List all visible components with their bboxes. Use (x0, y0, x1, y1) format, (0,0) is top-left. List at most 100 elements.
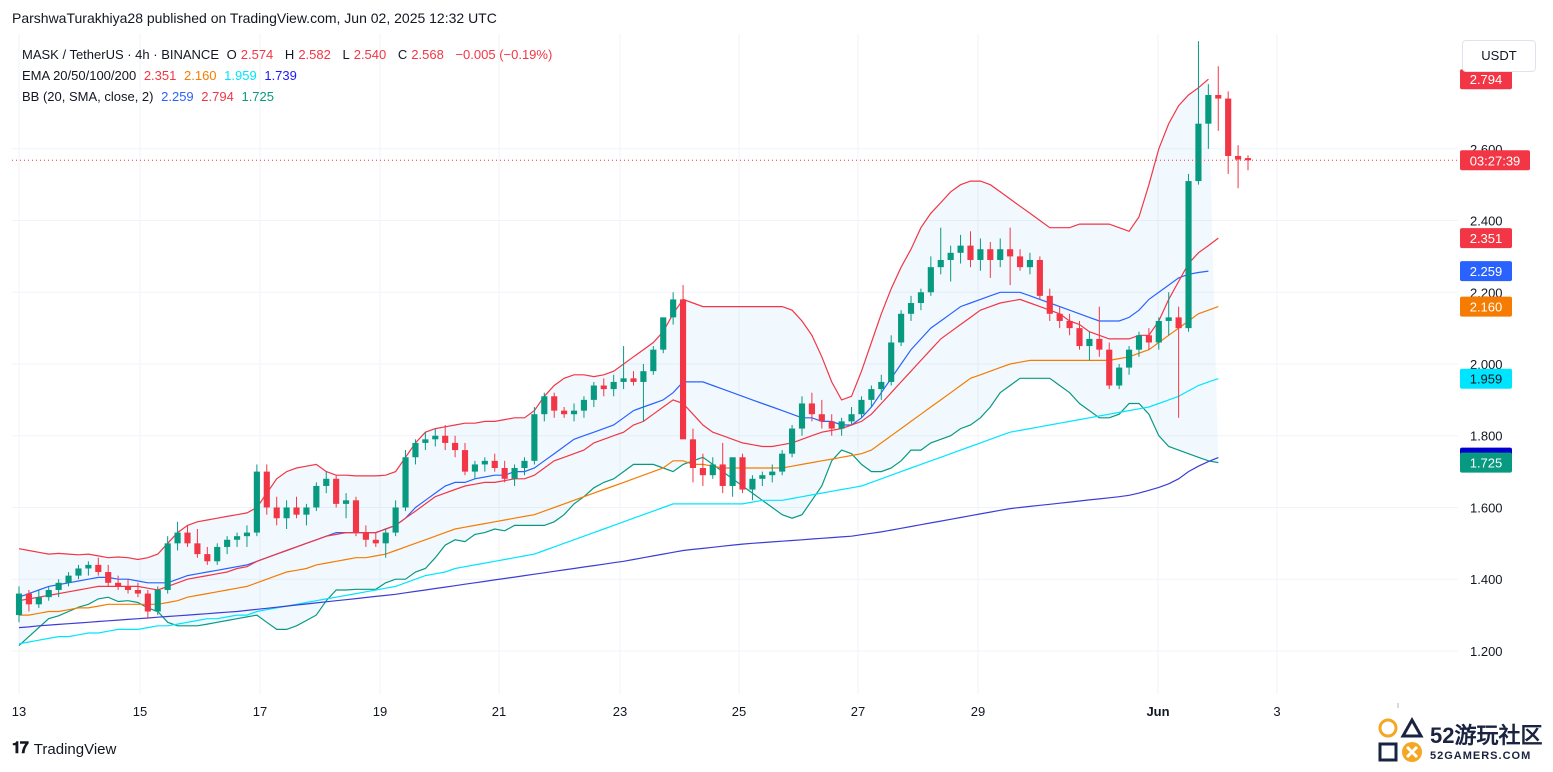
bb-label[interactable]: BB (20, SMA, close, 2) (22, 89, 154, 104)
candle[interactable] (1106, 342, 1113, 390)
series-line-bb-basis[interactable] (18, 270, 1209, 598)
candle[interactable] (343, 493, 350, 519)
candle[interactable] (660, 317, 667, 354)
candle[interactable] (362, 525, 369, 547)
candle[interactable] (233, 532, 241, 547)
candle[interactable] (927, 256, 934, 296)
candle[interactable] (442, 424, 449, 451)
series-line-ema-100[interactable] (18, 378, 1219, 645)
candle[interactable] (551, 392, 558, 418)
candle[interactable] (561, 407, 568, 418)
candle[interactable] (333, 475, 340, 508)
candle[interactable] (184, 525, 191, 547)
candle[interactable] (1195, 41, 1202, 185)
candle[interactable] (352, 496, 360, 537)
candle[interactable] (1165, 292, 1172, 336)
candle[interactable] (144, 589, 151, 619)
candle[interactable] (204, 546, 211, 565)
candle[interactable] (461, 442, 469, 476)
candle[interactable] (35, 589, 42, 608)
candle[interactable] (808, 392, 815, 422)
candle[interactable] (511, 464, 518, 486)
candle[interactable] (828, 414, 835, 436)
candle[interactable] (590, 381, 597, 408)
candle[interactable] (1007, 227, 1014, 286)
candle[interactable] (937, 227, 944, 275)
candle[interactable] (878, 374, 885, 400)
candle[interactable] (432, 428, 439, 447)
candle[interactable] (105, 564, 112, 587)
candle[interactable] (224, 536, 231, 555)
candle[interactable] (818, 399, 825, 429)
candle[interactable] (779, 450, 786, 476)
candle[interactable] (907, 295, 915, 321)
candle[interactable] (194, 529, 201, 558)
candle[interactable] (739, 453, 746, 494)
candle[interactable] (1235, 145, 1242, 189)
candle[interactable] (1225, 91, 1232, 174)
candle[interactable] (957, 234, 964, 264)
symbol-label[interactable]: MASK / TetherUS · 4h · BINANCE (22, 47, 219, 62)
candle[interactable] (303, 503, 310, 526)
candle[interactable] (977, 238, 984, 271)
candle[interactable] (610, 374, 617, 397)
series-line-ema-20[interactable] (18, 237, 1219, 602)
candle[interactable] (709, 457, 716, 479)
candle[interactable] (888, 335, 895, 386)
candle[interactable] (164, 536, 171, 594)
legend-ema-row[interactable]: EMA 20/50/100/200 2.351 2.160 1.959 1.73… (22, 65, 556, 86)
candle[interactable] (491, 453, 498, 472)
candle[interactable] (679, 285, 687, 440)
candle[interactable] (293, 496, 300, 519)
candle[interactable] (1155, 317, 1162, 350)
candle[interactable] (868, 385, 875, 408)
candle[interactable] (699, 453, 706, 486)
candle[interactable] (174, 521, 181, 551)
candle[interactable] (1116, 364, 1123, 390)
candle[interactable] (25, 589, 32, 612)
candle[interactable] (670, 292, 677, 325)
candle[interactable] (848, 407, 855, 425)
candle[interactable] (45, 586, 52, 601)
candle[interactable] (1185, 173, 1192, 332)
candle[interactable] (1076, 320, 1083, 350)
candle[interactable] (154, 586, 161, 616)
candle[interactable] (769, 464, 776, 483)
candle[interactable] (124, 579, 132, 594)
candle[interactable] (422, 432, 429, 451)
candle[interactable] (392, 500, 399, 537)
candle[interactable] (1026, 252, 1034, 275)
legend-bb-row[interactable]: BB (20, SMA, close, 2) 2.259 2.794 1.725 (22, 86, 556, 107)
candle[interactable] (858, 396, 865, 418)
candle[interactable] (273, 496, 280, 526)
candle[interactable] (85, 561, 92, 576)
candle[interactable] (501, 460, 508, 483)
candle[interactable] (372, 532, 379, 547)
candle[interactable] (452, 435, 459, 458)
candle[interactable] (263, 464, 270, 515)
tradingview-logo[interactable]: 𝟏𝟕 TradingView (12, 740, 116, 758)
candle[interactable] (214, 543, 221, 565)
candle[interactable] (1175, 306, 1182, 418)
candle[interactable] (600, 378, 607, 397)
candle[interactable] (1086, 331, 1093, 361)
candle[interactable] (1145, 328, 1152, 350)
candle[interactable] (650, 346, 657, 375)
candle[interactable] (1244, 155, 1252, 171)
candle[interactable] (620, 346, 627, 390)
candle[interactable] (947, 245, 954, 282)
candle[interactable] (521, 457, 528, 476)
candle[interactable] (759, 471, 766, 486)
candle[interactable] (689, 428, 697, 483)
candle[interactable] (65, 572, 72, 587)
candle[interactable] (967, 231, 974, 268)
candle[interactable] (95, 557, 102, 576)
candle[interactable] (570, 403, 578, 422)
candle[interactable] (243, 525, 251, 547)
candle[interactable] (997, 238, 1004, 268)
candle[interactable] (1046, 288, 1053, 321)
series-line-bb-lower[interactable] (18, 377, 1219, 647)
candle[interactable] (15, 586, 23, 623)
